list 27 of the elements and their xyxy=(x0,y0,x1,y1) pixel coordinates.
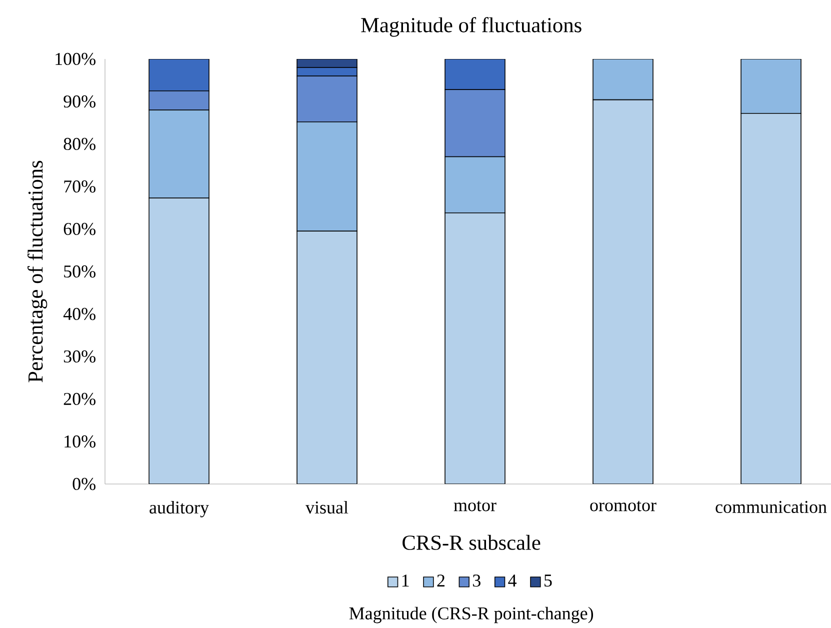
y-tick-label: 100% xyxy=(56,52,96,66)
x-tick-label: motor xyxy=(454,500,496,512)
y-tick-label: 40% xyxy=(63,308,96,320)
y-tick-label: 80% xyxy=(64,138,96,150)
y-axis-title: Percentage of fluctuations xyxy=(28,160,48,382)
chart-title: Magnitude of fluctuations xyxy=(361,17,582,37)
legend-label: 3 xyxy=(472,574,480,587)
y-tick-label: 50% xyxy=(64,265,96,278)
x-tick-label: communication xyxy=(716,500,827,514)
x-tick-label: oromotor xyxy=(590,500,656,512)
x-tick-label: visual xyxy=(306,500,348,514)
y-tick-label: 30% xyxy=(64,350,96,363)
legend-label: 5 xyxy=(544,574,552,587)
legend-title: Magnitude (CRS-R point-change) xyxy=(349,606,594,624)
y-tick-label: 20% xyxy=(64,392,96,406)
legend-label: 4 xyxy=(508,574,517,586)
bar xyxy=(148,58,210,92)
legend-label: 2 xyxy=(437,574,444,587)
y-tick-label: 0% xyxy=(72,478,96,490)
y-tick-label: 90% xyxy=(64,95,96,108)
legend-label: 1 xyxy=(402,574,409,586)
bar xyxy=(444,58,506,90)
y-tick-label: 70% xyxy=(64,180,96,193)
y-tick-label: 60% xyxy=(64,222,96,236)
x-axis-title: CRS-R subscale xyxy=(402,534,540,550)
y-tick-label: 10% xyxy=(64,435,96,448)
x-tick-label: auditory xyxy=(150,500,209,518)
